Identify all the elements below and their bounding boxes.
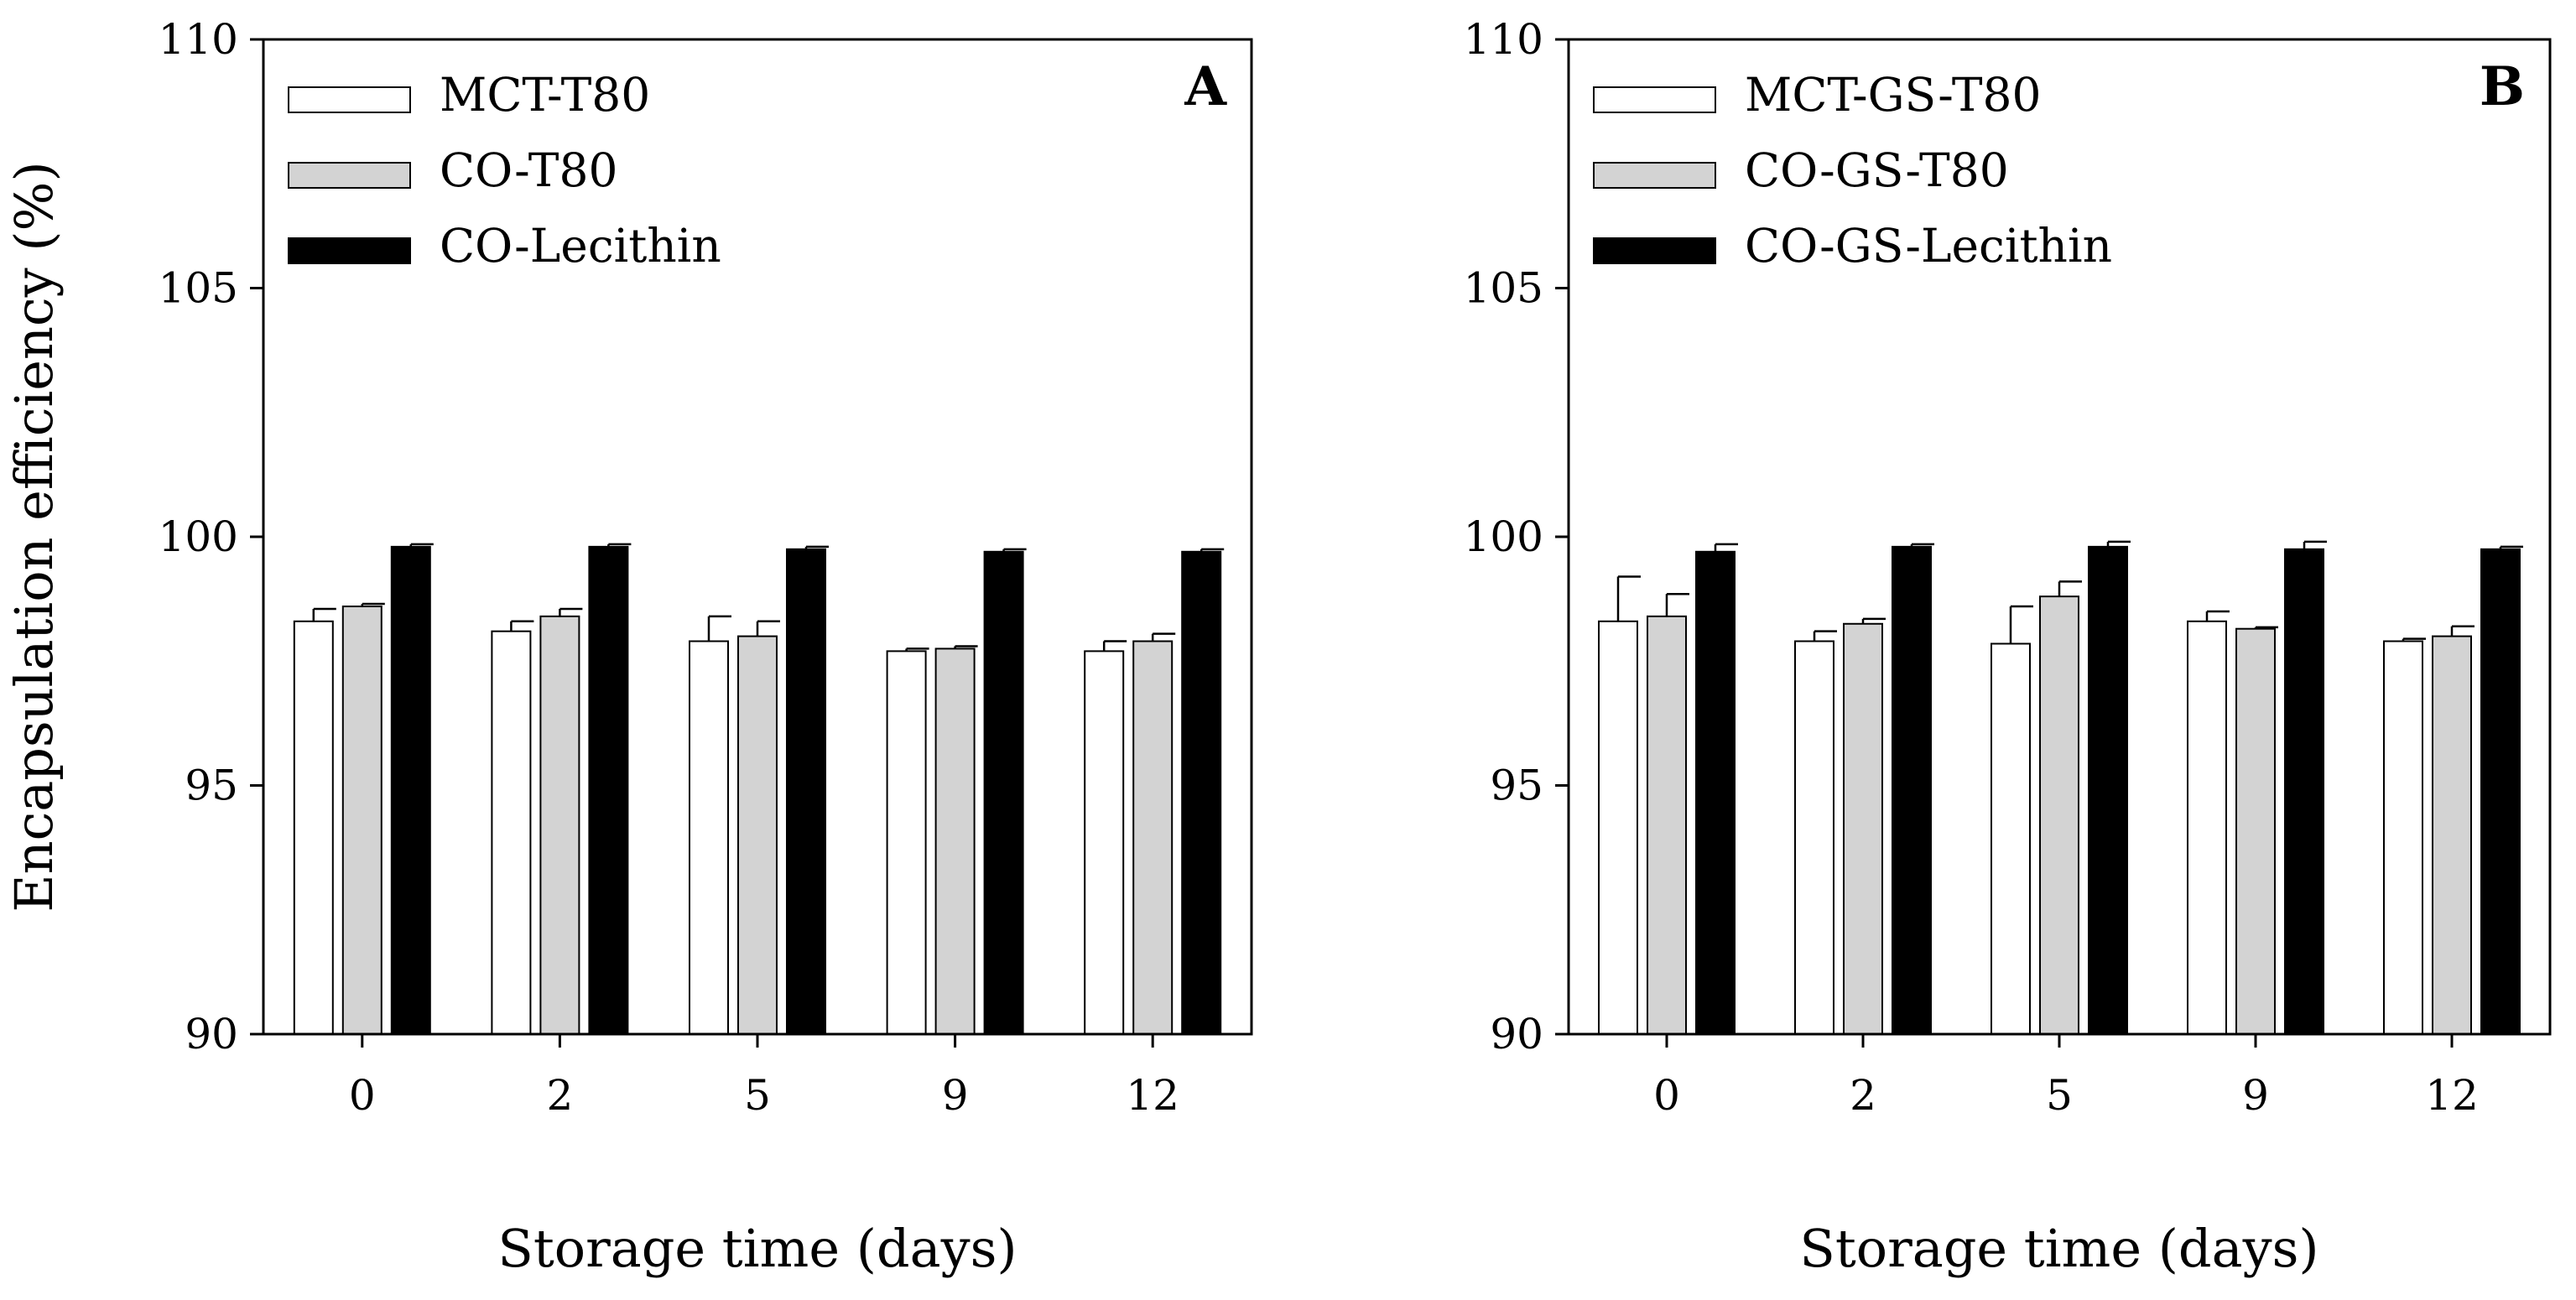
legend-swatch (1593, 237, 1716, 264)
x-tick-label: 2 (1850, 1071, 1876, 1120)
panel-label: B (2480, 55, 2525, 118)
bar-co-gs-lecithin-day-12 (2480, 548, 2521, 1035)
x-axis-title: Storage time (days) (497, 1218, 1017, 1279)
panel-label: A (1184, 55, 1227, 118)
bar-co-t80-day-2 (539, 615, 580, 1035)
bar-mct-gs-t80-day-2 (1794, 640, 1834, 1036)
legend-swatch (1593, 86, 1716, 113)
bar-co-lecithin-day-0 (390, 545, 431, 1035)
bar-co-lecithin-day-12 (1181, 550, 1222, 1035)
bar-mct-gs-t80-day-9 (2187, 620, 2227, 1035)
y-tick-label: 100 (1464, 512, 1543, 561)
x-tick-label: 0 (1653, 1071, 1680, 1120)
legend-label: CO-T80 (440, 143, 617, 197)
x-tick-label: 5 (744, 1071, 771, 1120)
y-axis-title: Encapsulation efficiency (%) (3, 161, 65, 912)
legend-label: CO-GS-Lecithin (1745, 219, 2112, 273)
y-tick-label: 110 (1464, 15, 1543, 64)
bar-mct-t80-day-2 (491, 630, 532, 1035)
y-tick-label: 90 (185, 1010, 238, 1058)
x-tick-label: 2 (546, 1071, 573, 1120)
x-tick-label: 5 (2046, 1071, 2073, 1120)
legend-swatch (288, 162, 411, 189)
bar-co-t80-day-9 (934, 647, 976, 1035)
bar-co-gs-t80-day-12 (2432, 635, 2472, 1035)
y-tick-label: 110 (159, 15, 238, 64)
legend-label: MCT-GS-T80 (1745, 68, 2042, 122)
bar-co-lecithin-day-9 (983, 550, 1024, 1035)
y-tick-label: 95 (1490, 762, 1543, 810)
bar-mct-t80-day-12 (1084, 650, 1125, 1035)
bar-mct-t80-day-0 (293, 620, 334, 1035)
bar-co-gs-lecithin-day-5 (2088, 545, 2128, 1035)
x-axis-title: Storage time (days) (1799, 1218, 2318, 1279)
legend-label: CO-Lecithin (440, 219, 721, 273)
legend-swatch (288, 86, 411, 113)
bar-co-lecithin-day-5 (786, 548, 826, 1035)
bar-co-gs-t80-day-5 (2039, 595, 2079, 1035)
bar-mct-gs-t80-day-5 (1991, 642, 2031, 1035)
legend-swatch (1593, 162, 1716, 189)
bar-co-t80-day-12 (1132, 640, 1174, 1036)
bar-co-gs-lecithin-day-2 (1892, 545, 1932, 1035)
panel-b: 90 95 100 105 110 0 2 5 9 12 Storage time (days) B M… (1464, 15, 2552, 1279)
x-tick-label: 12 (1126, 1071, 1179, 1120)
y-tick-label: 90 (1490, 1010, 1543, 1058)
legend-label: CO-GS-T80 (1745, 143, 2009, 197)
bar-co-lecithin-day-2 (588, 545, 629, 1035)
bar-co-gs-t80-day-2 (1843, 622, 1883, 1036)
x-tick-label: 9 (2242, 1071, 2269, 1120)
y-tick-label: 105 (159, 264, 238, 313)
panel-a: 90 95 100 105 110 0 2 5 9 12 Storage time (days) En… (3, 15, 1253, 1279)
legend-swatch (288, 237, 411, 264)
bar-mct-gs-t80-day-0 (1598, 620, 1638, 1035)
bar-mct-t80-day-5 (689, 640, 729, 1036)
x-tick-label: 9 (942, 1071, 969, 1120)
legend-label: MCT-T80 (440, 68, 650, 122)
bar-co-gs-lecithin-day-9 (2284, 548, 2324, 1035)
bar-mct-gs-t80-day-12 (2383, 640, 2423, 1036)
y-tick-label: 100 (159, 512, 238, 561)
bar-mct-t80-day-9 (886, 650, 927, 1035)
bar-co-gs-t80-day-9 (2235, 627, 2276, 1036)
bar-co-gs-lecithin-day-0 (1695, 550, 1736, 1035)
bar-co-t80-day-5 (737, 635, 778, 1035)
y-tick-label: 95 (185, 762, 238, 810)
y-tick-label: 105 (1464, 264, 1543, 313)
x-tick-label: 12 (2425, 1071, 2479, 1120)
x-tick-label: 0 (349, 1071, 376, 1120)
bar-co-gs-t80-day-0 (1647, 615, 1687, 1035)
bar-co-t80-day-0 (341, 606, 382, 1036)
